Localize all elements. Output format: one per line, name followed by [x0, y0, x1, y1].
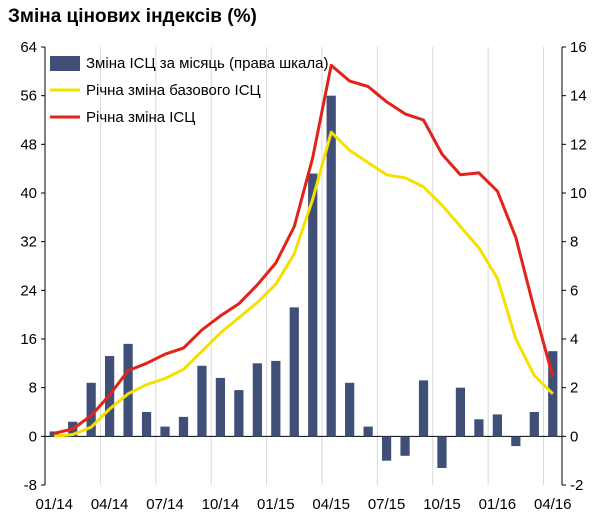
right-tick-label: 8	[570, 234, 578, 251]
right-tick-label: 12	[570, 136, 587, 153]
bar-cpi-monthly	[178, 416, 189, 437]
right-tick-label: 2	[570, 380, 578, 397]
bar-cpi-monthly	[252, 363, 262, 437]
bar-cpi-monthly	[418, 380, 429, 437]
legend-swatch-bar	[50, 56, 80, 71]
x-tick-label: 04/14	[91, 496, 129, 513]
x-tick-label: 07/15	[368, 496, 406, 513]
x-tick-label: 10/15	[423, 496, 461, 513]
left-tick-label: 32	[20, 234, 37, 251]
left-tick-label: -8	[24, 477, 37, 494]
legend-label: Річна зміна базового ІСЦ	[86, 82, 261, 99]
x-tick-label: 10/14	[202, 496, 240, 513]
line-core-cpi-annual	[54, 130, 554, 438]
bar-cpi-monthly	[308, 173, 318, 437]
bar-cpi-monthly	[49, 431, 59, 437]
right-tick-label: 14	[570, 88, 587, 105]
bar-cpi-monthly	[400, 436, 410, 456]
bar-cpi-monthly	[215, 377, 226, 437]
x-tick-label: 01/14	[35, 496, 73, 513]
bar-cpi-monthly	[437, 436, 447, 468]
x-tick-label: 01/15	[257, 496, 295, 513]
x-tick-label: 07/14	[146, 496, 184, 513]
bar-cpi-monthly	[271, 360, 281, 437]
bar-cpi-monthly	[492, 414, 502, 437]
bar-cpi-monthly	[326, 95, 336, 437]
x-tick-label: 01/16	[479, 496, 517, 513]
bar-cpi-monthly	[234, 390, 244, 437]
left-tick-label: 64	[20, 39, 37, 56]
bar-cpi-monthly	[363, 426, 373, 437]
right-tick-label: 10	[570, 185, 587, 202]
legend-label: Річна зміна ІСЦ	[86, 109, 195, 126]
right-tick-label: 6	[570, 282, 578, 299]
bar-cpi-monthly	[123, 343, 133, 437]
bar-cpi-monthly	[529, 412, 539, 437]
left-tick-label: 48	[20, 136, 37, 153]
left-tick-label: 24	[20, 282, 37, 299]
bar-cpi-monthly	[86, 382, 96, 437]
left-tick-label: 8	[29, 380, 37, 397]
bar-cpi-monthly	[381, 436, 392, 461]
bar-cpi-monthly	[160, 426, 170, 437]
right-tick-label: 4	[570, 331, 578, 348]
left-tick-label: 16	[20, 331, 37, 348]
bar-cpi-monthly	[511, 436, 521, 447]
bar-cpi-monthly	[141, 412, 152, 437]
x-tick-label: 04/16	[534, 496, 572, 513]
legend-label: Зміна ІСЦ за місяць (права шкала)	[86, 55, 328, 72]
left-tick-label: 56	[20, 88, 37, 105]
line-cpi-annual	[53, 63, 555, 435]
right-tick-label: 16	[570, 39, 587, 56]
bar-cpi-monthly	[455, 387, 466, 437]
bar-cpi-monthly	[345, 382, 355, 437]
bar-cpi-monthly	[289, 307, 299, 437]
bar-cpi-monthly	[197, 365, 207, 437]
left-tick-label: 0	[29, 428, 37, 445]
right-tick-label: -2	[570, 477, 583, 494]
bar-cpi-monthly	[474, 419, 484, 437]
x-tick-label: 04/15	[312, 496, 350, 513]
right-tick-label: 0	[570, 428, 578, 445]
chart-title: Зміна цінових індексів (%)	[8, 6, 257, 27]
left-tick-label: 40	[20, 185, 37, 202]
